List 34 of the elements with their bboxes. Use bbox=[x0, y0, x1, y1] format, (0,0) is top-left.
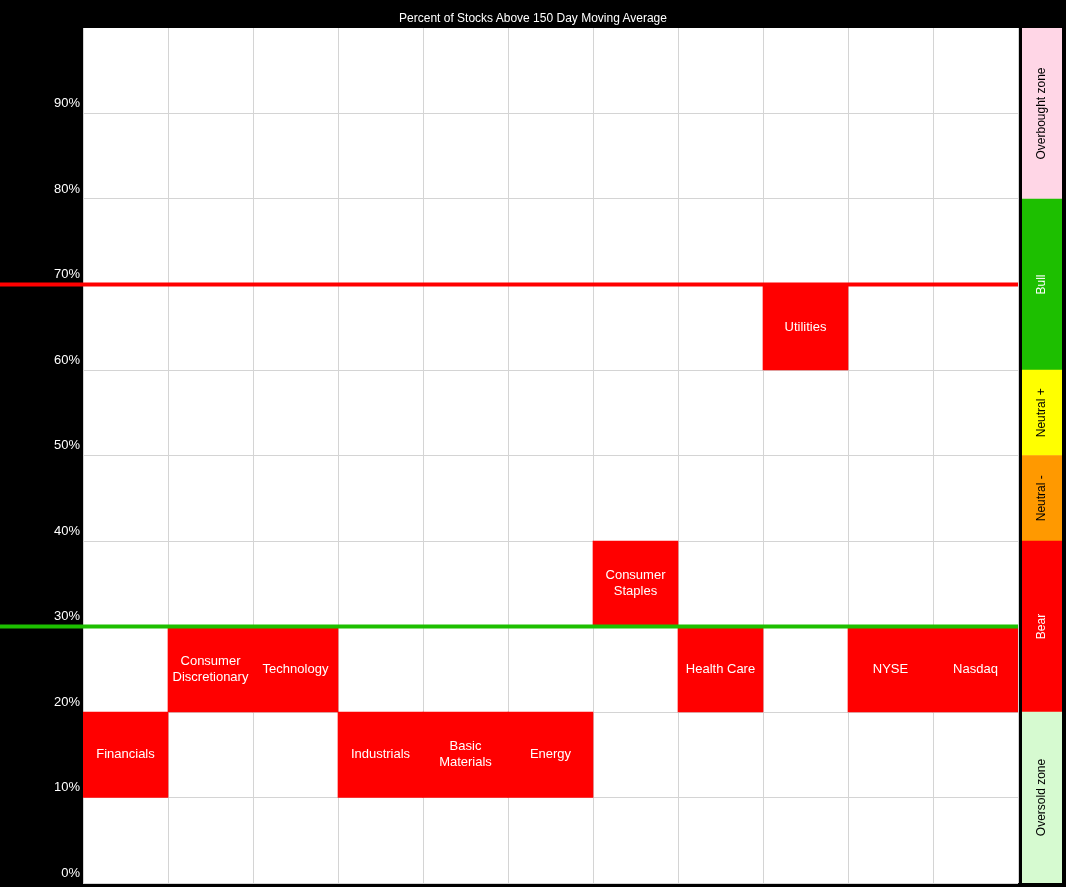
bar bbox=[1022, 198, 1062, 371]
category-label: Industrials bbox=[350, 746, 411, 762]
category-label: NYSE bbox=[872, 660, 909, 676]
series-label: Oversold zone bbox=[1034, 758, 1049, 837]
series-label: Neutral - bbox=[1034, 475, 1049, 522]
y-tick-label: 70% bbox=[53, 266, 81, 282]
y-tick-label: 60% bbox=[53, 351, 81, 367]
category-label: Utilities bbox=[784, 318, 827, 334]
series-label: Overbought zone bbox=[1034, 67, 1049, 160]
y-tick-label: 50% bbox=[53, 437, 81, 453]
bar bbox=[1022, 711, 1062, 883]
chart-title: Percent of Stocks Above 150 Day Moving Average bbox=[398, 11, 668, 27]
category-label: Consumer Discretionary bbox=[172, 652, 249, 684]
category-label: Technology bbox=[262, 660, 329, 676]
category-label: Health Care bbox=[685, 660, 756, 676]
y-tick-label: 90% bbox=[53, 95, 81, 111]
y-tick-label: 30% bbox=[53, 608, 81, 624]
series-label: Bull bbox=[1034, 274, 1049, 295]
category-label: Energy bbox=[529, 746, 572, 762]
bar bbox=[1022, 455, 1062, 542]
y-tick-label: 0% bbox=[61, 864, 81, 880]
series-label: Neutral + bbox=[1034, 388, 1049, 438]
category-label: Basic Materials bbox=[439, 738, 492, 770]
bar bbox=[1022, 28, 1062, 200]
bar bbox=[1022, 540, 1062, 713]
bar bbox=[1022, 369, 1062, 456]
y-tick-label: 80% bbox=[53, 180, 81, 196]
category-label: Financials bbox=[96, 746, 155, 762]
y-tick-label: 40% bbox=[53, 522, 81, 538]
y-tick-label: 20% bbox=[53, 693, 81, 709]
series-label: Bear bbox=[1034, 613, 1049, 640]
category-label: Nasdaq bbox=[953, 660, 998, 676]
category-label: Consumer Staples bbox=[605, 567, 666, 599]
y-tick-label: 10% bbox=[53, 779, 81, 795]
